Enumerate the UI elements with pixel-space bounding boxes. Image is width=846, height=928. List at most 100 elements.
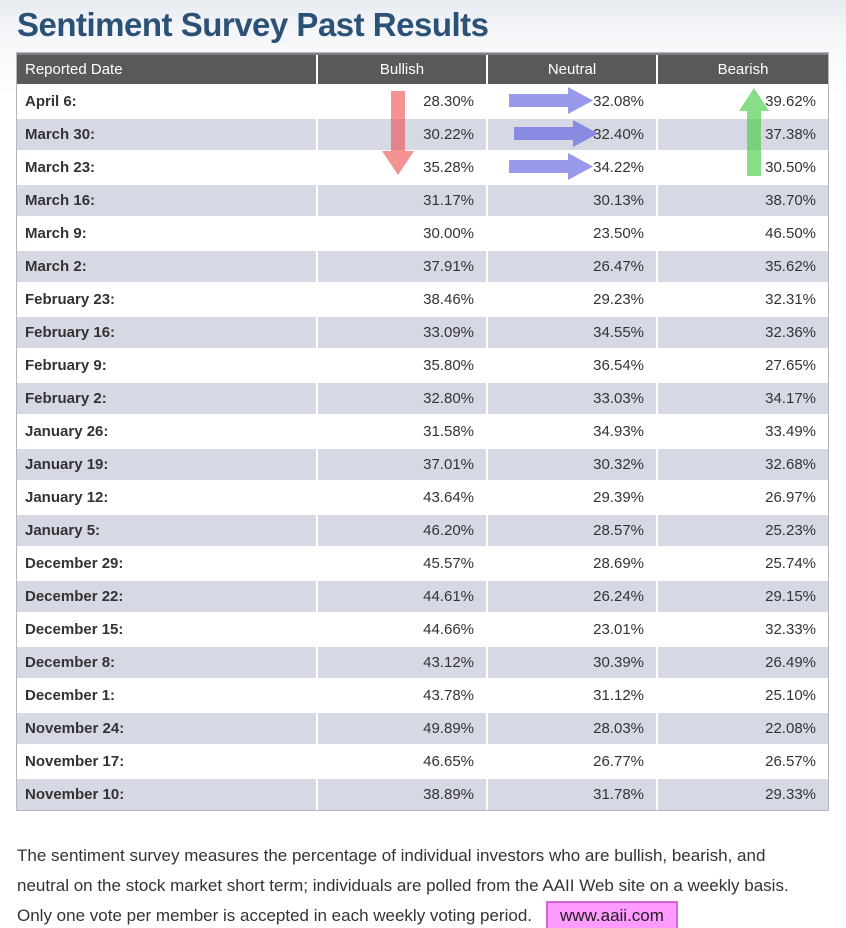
cell-bullish: 45.57% (316, 548, 486, 579)
table-row: November 17: 46.65% 26.77% 26.57% (17, 744, 828, 777)
cell-bearish: 37.38% (656, 119, 828, 150)
cell-neutral: 23.01% (486, 614, 656, 645)
table-row: January 26: 31.58% 34.93% 33.49% (17, 414, 828, 447)
row-date: February 9: (25, 357, 107, 374)
cell-bearish: 25.10% (656, 680, 828, 711)
table-row: December 29: 45.57% 28.69% 25.74% (17, 546, 828, 579)
row-date: March 23: (25, 159, 96, 176)
column-header-bullish: Bullish (316, 55, 486, 84)
cell-bullish: 35.80% (316, 350, 486, 381)
cell-neutral: 26.77% (486, 746, 656, 777)
cell-bearish: 27.65% (656, 350, 828, 381)
table-row: December 8: 43.12% 30.39% 26.49% (17, 645, 828, 678)
cell-neutral: 29.23% (486, 284, 656, 315)
cell-bullish: 37.01% (316, 449, 486, 480)
cell-neutral: 28.57% (486, 515, 656, 546)
row-date: January 19: (25, 456, 109, 473)
cell-bearish: 25.74% (656, 548, 828, 579)
cell-bearish: 38.70% (656, 185, 828, 216)
column-header-reported-date: Reported Date (25, 61, 123, 78)
cell-bullish: 43.12% (316, 647, 486, 678)
row-date: January 26: (25, 423, 109, 440)
table-row: February 23: 38.46% 29.23% 32.31% (17, 282, 828, 315)
table-row: March 23: 35.28% 34.22% 30.50% (17, 150, 828, 183)
aaii-link[interactable]: www.aaii.com (546, 901, 678, 928)
cell-neutral: 30.13% (486, 185, 656, 216)
column-header-neutral: Neutral (486, 55, 656, 84)
row-date: November 10: (25, 786, 125, 803)
cell-bullish: 44.61% (316, 581, 486, 612)
table-row: February 16: 33.09% 34.55% 32.36% (17, 315, 828, 348)
footer-note: The sentiment survey measures the percen… (17, 841, 841, 928)
row-date: March 2: (25, 258, 87, 275)
row-date: January 12: (25, 489, 109, 506)
cell-bullish: 43.78% (316, 680, 486, 711)
cell-bullish: 38.46% (316, 284, 486, 315)
table-row: February 9: 35.80% 36.54% 27.65% (17, 348, 828, 381)
row-date: March 16: (25, 192, 96, 209)
cell-neutral: 32.08% (486, 86, 656, 117)
table-row: March 16: 31.17% 30.13% 38.70% (17, 183, 828, 216)
table-body: April 6: 28.30% 32.08% 39.62% March 30: … (17, 84, 828, 810)
row-date: December 15: (25, 621, 124, 638)
cell-neutral: 30.32% (486, 449, 656, 480)
row-date: February 16: (25, 324, 116, 341)
row-date: November 17: (25, 753, 125, 770)
table-row: January 19: 37.01% 30.32% 32.68% (17, 447, 828, 480)
table-row: January 5: 46.20% 28.57% 25.23% (17, 513, 828, 546)
table-row: March 30: 30.22% 32.40% 37.38% (17, 117, 828, 150)
cell-bullish: 46.20% (316, 515, 486, 546)
cell-bearish: 32.68% (656, 449, 828, 480)
cell-neutral: 23.50% (486, 218, 656, 249)
cell-bearish: 26.49% (656, 647, 828, 678)
cell-neutral: 29.39% (486, 482, 656, 513)
cell-bearish: 34.17% (656, 383, 828, 414)
table-header: Reported Date Bullish Neutral Bearish (17, 53, 828, 84)
cell-bullish: 32.80% (316, 383, 486, 414)
cell-bullish: 31.17% (316, 185, 486, 216)
cell-bearish: 46.50% (656, 218, 828, 249)
column-header-bearish: Bearish (656, 55, 828, 84)
cell-bullish: 35.28% (316, 152, 486, 183)
cell-bearish: 39.62% (656, 86, 828, 117)
table-row: December 1: 43.78% 31.12% 25.10% (17, 678, 828, 711)
row-date: February 23: (25, 291, 116, 308)
row-date: December 22: (25, 588, 124, 605)
cell-bearish: 30.50% (656, 152, 828, 183)
cell-neutral: 33.03% (486, 383, 656, 414)
sentiment-table: Reported Date Bullish Neutral Bearish Ap… (16, 52, 829, 811)
cell-bullish: 37.91% (316, 251, 486, 282)
cell-neutral: 26.24% (486, 581, 656, 612)
row-date: March 30: (25, 126, 96, 143)
cell-bullish: 44.66% (316, 614, 486, 645)
cell-neutral: 34.55% (486, 317, 656, 348)
table-row: November 10: 38.89% 31.78% 29.33% (17, 777, 828, 810)
cell-bullish: 38.89% (316, 779, 486, 810)
cell-bearish: 29.33% (656, 779, 828, 810)
cell-bullish: 43.64% (316, 482, 486, 513)
row-date: December 1: (25, 687, 116, 704)
cell-bearish: 22.08% (656, 713, 828, 744)
footer-line-1: The sentiment survey measures the percen… (17, 846, 766, 865)
row-date: April 6: (25, 93, 77, 110)
cell-bullish: 46.65% (316, 746, 486, 777)
row-date: December 8: (25, 654, 116, 671)
row-date: November 24: (25, 720, 125, 737)
cell-neutral: 34.22% (486, 152, 656, 183)
footer-line-3: Only one vote per member is accepted in … (17, 906, 532, 925)
table-row: January 12: 43.64% 29.39% 26.97% (17, 480, 828, 513)
cell-neutral: 32.40% (486, 119, 656, 150)
cell-neutral: 31.78% (486, 779, 656, 810)
footer-line-2: neutral on the stock market short term; … (17, 876, 789, 895)
cell-neutral: 31.12% (486, 680, 656, 711)
row-date: March 9: (25, 225, 87, 242)
row-date: February 2: (25, 390, 107, 407)
table-row: April 6: 28.30% 32.08% 39.62% (17, 84, 828, 117)
table-row: March 2: 37.91% 26.47% 35.62% (17, 249, 828, 282)
cell-bullish: 31.58% (316, 416, 486, 447)
cell-bearish: 25.23% (656, 515, 828, 546)
cell-neutral: 30.39% (486, 647, 656, 678)
cell-bearish: 26.57% (656, 746, 828, 777)
cell-bullish: 33.09% (316, 317, 486, 348)
cell-bearish: 33.49% (656, 416, 828, 447)
